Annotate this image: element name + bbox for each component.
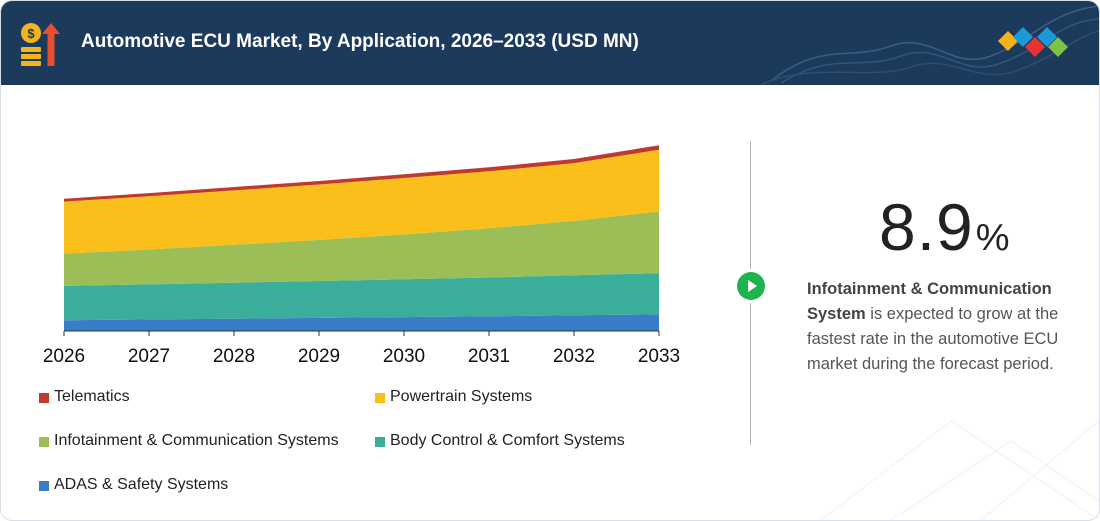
area-series-4 (64, 145, 659, 202)
svg-text:$: $ (27, 26, 35, 41)
area-series-1 (64, 273, 659, 321)
money-growth-icon: $ (21, 23, 60, 66)
legend-swatch (39, 481, 49, 491)
legend-label: Infotainment & Communication Systems (54, 432, 339, 449)
area-series-3 (64, 149, 659, 254)
growth-rate-value: 8.9 (879, 190, 974, 264)
legend-label: Telematics (54, 388, 130, 405)
chart-legend: Telematics Powertrain Systems Infotainme… (39, 386, 719, 516)
highlight-segment-name: Infotainment & Communication System (807, 280, 1052, 323)
x-tick-label: 2029 (298, 346, 340, 367)
x-tick-label: 2026 (43, 346, 85, 367)
legend-label: Powertrain Systems (390, 388, 533, 405)
growth-rate-unit: % (975, 217, 1010, 259)
growth-description: Infotainment & Communication System is e… (807, 277, 1079, 377)
diamond-logo (998, 27, 1068, 57)
play-circle (737, 272, 765, 300)
x-tick-label: 2033 (638, 346, 680, 367)
legend-swatch (39, 393, 49, 403)
header-bar: $ Automotive ECU Market, By Application,… (1, 1, 1099, 85)
x-tick-label: 2031 (468, 346, 510, 367)
page-title: Automotive ECU Market, By Application, 2… (81, 31, 639, 52)
x-tick-label: 2030 (383, 346, 425, 367)
highlight-text: is expected to grow at the fastest rate … (807, 305, 1059, 373)
area-series-2 (64, 211, 659, 286)
play-icon (734, 269, 768, 303)
x-tick-label: 2028 (213, 346, 255, 367)
stacked-area-chart: 2026 2027 2028 2029 2030 2031 2032 2033 (43, 145, 680, 367)
growth-rate: 8.9% (879, 189, 1010, 265)
legend-label: ADAS & Safety Systems (54, 476, 229, 493)
background-lines-decoration (820, 420, 1099, 520)
play-triangle (748, 280, 757, 292)
x-tick-label: 2027 (128, 346, 170, 367)
legend-label: Body Control & Comfort Systems (390, 432, 625, 449)
legend-swatch (39, 437, 49, 447)
x-tick-label: 2032 (553, 346, 595, 367)
area-series-0 (64, 314, 659, 331)
legend-swatch (375, 393, 385, 403)
legend-swatch (375, 437, 385, 447)
